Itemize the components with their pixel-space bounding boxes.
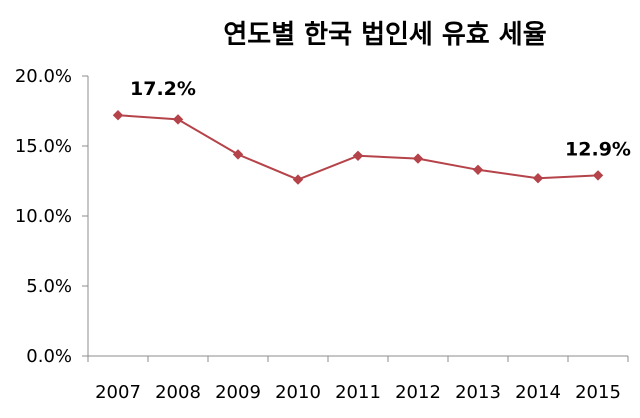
y-tick-label: 5.0% (26, 276, 72, 297)
x-axis: 2007 2008 2009 2010 2011 2012 2013 2014 2015 (87, 355, 629, 403)
x-tick-label: 2007 (95, 382, 141, 403)
data-point-marker (172, 114, 184, 125)
y-axis: 0.0% 5.0% 10.0% 15.0% 20.0% (15, 66, 89, 367)
series-line-group (112, 109, 604, 185)
y-tick-label: 15.0% (15, 136, 72, 157)
data-point-marker (112, 109, 124, 121)
x-tick-label: 2013 (455, 382, 501, 403)
y-tick-label: 10.0% (15, 206, 72, 227)
series-line (117, 114, 599, 181)
x-tick-label: 2011 (335, 382, 381, 403)
x-tick-label: 2015 (575, 382, 621, 403)
y-tick-label: 0.0% (26, 346, 72, 367)
data-point-marker (232, 149, 244, 160)
data-point-marker (472, 164, 484, 176)
y-tick-label: 20.0% (15, 66, 72, 87)
chart-title: 연도별 한국 법인세 유효 세율 (223, 20, 546, 50)
data-point-marker (292, 174, 304, 185)
data-point-marker (412, 153, 424, 164)
data-point-marker (532, 172, 544, 184)
x-tick-label: 2008 (155, 382, 201, 403)
data-labels: 17.2% 12.9% (130, 78, 631, 160)
data-point-marker (592, 170, 604, 181)
data-label: 17.2% (130, 78, 196, 100)
x-tick-label: 2009 (215, 382, 261, 403)
x-tick-label: 2010 (275, 382, 321, 403)
x-tick-label: 2014 (515, 382, 561, 403)
data-label: 12.9% (565, 138, 631, 160)
x-tick-label: 2012 (395, 382, 441, 403)
data-point-marker (352, 150, 364, 162)
